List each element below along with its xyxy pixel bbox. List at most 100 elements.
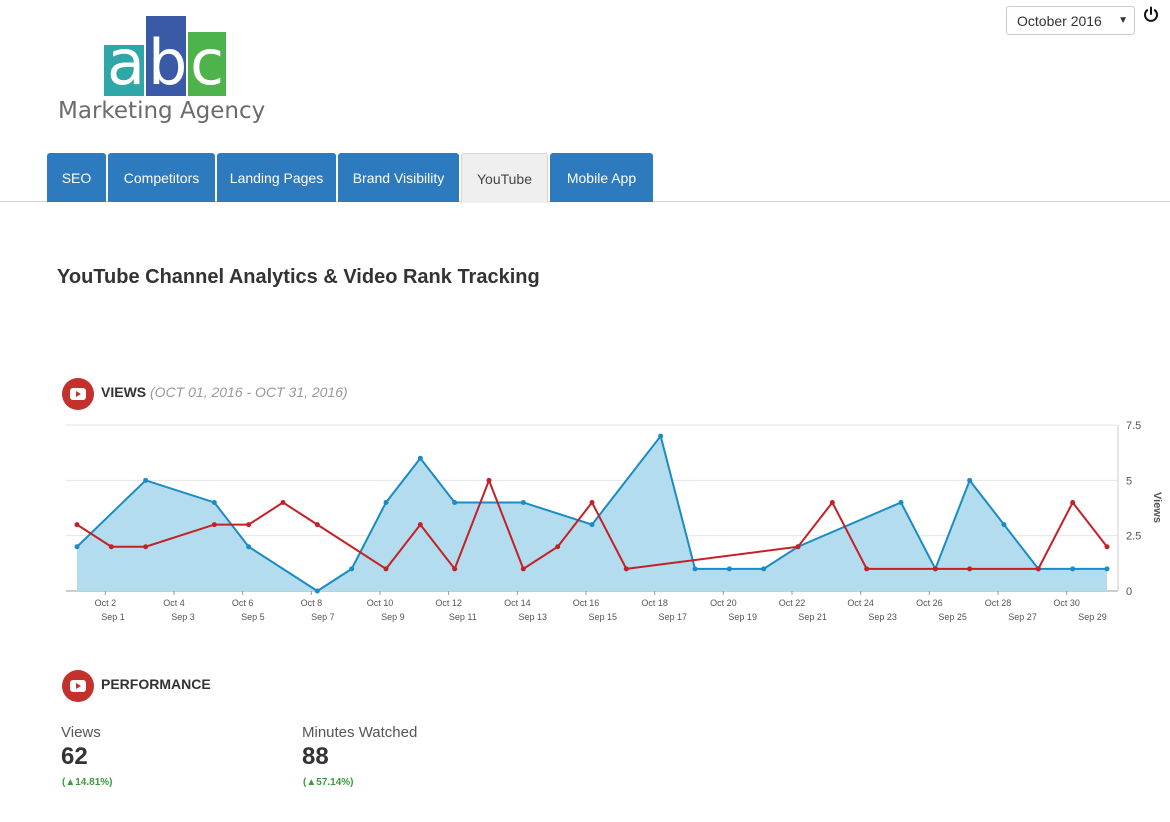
tab-competitors[interactable]: Competitors: [108, 153, 215, 202]
logo-letter-b: b: [148, 26, 188, 99]
current-series-point: [1070, 566, 1076, 572]
previous-series-point: [967, 566, 973, 572]
previous-series-point: [1070, 499, 1076, 505]
y-tick-label: 5: [1126, 475, 1132, 487]
x-tick-label-bottom: Sep 15: [589, 612, 618, 622]
previous-series-point: [795, 544, 801, 550]
previous-series-point: [1035, 566, 1041, 572]
current-series-point: [246, 544, 252, 550]
previous-series-point: [383, 566, 389, 572]
current-series-point: [74, 544, 80, 550]
current-series-area: [77, 436, 1107, 591]
current-series-point: [349, 566, 355, 572]
x-tick-label-bottom: Sep 29: [1078, 612, 1107, 622]
x-tick-label-top: Oct 22: [779, 598, 806, 608]
x-tick-label-top: Oct 16: [573, 598, 600, 608]
tab-seo[interactable]: SEO: [47, 153, 106, 202]
previous-series-point: [314, 522, 320, 528]
metric-minutes-label: Minutes Watched: [302, 724, 418, 741]
views-section-title: VIEWS (OCT 01, 2016 - OCT 31, 2016): [101, 384, 348, 400]
previous-series-point: [932, 566, 938, 572]
views-date-range: (OCT 01, 2016 - OCT 31, 2016): [150, 384, 348, 400]
views-label: VIEWS: [101, 384, 147, 400]
x-tick-label-top: Oct 8: [301, 598, 323, 608]
current-series-point: [726, 566, 732, 572]
tab-label: YouTube: [476, 170, 532, 187]
x-tick-label-bottom: Sep 21: [798, 612, 827, 622]
up-arrow-icon: ▲: [306, 777, 317, 788]
logo-block-b: [146, 16, 186, 96]
current-series-point: [452, 499, 458, 505]
x-tick-label-bottom: Sep 27: [1008, 612, 1037, 622]
x-tick-label-top: Oct 24: [847, 598, 874, 608]
previous-series-point: [623, 566, 629, 572]
previous-series-point: [246, 522, 252, 528]
current-series-point: [417, 455, 423, 461]
x-tick-label-top: Oct 2: [95, 598, 117, 608]
tab-youtube[interactable]: YouTube: [461, 153, 548, 203]
logo-letters: a b c: [104, 28, 229, 98]
power-icon[interactable]: [1142, 6, 1160, 24]
x-tick-label-top: Oct 20: [710, 598, 737, 608]
current-series-point: [967, 477, 973, 483]
x-tick-label-top: Oct 12: [435, 598, 462, 608]
tab-label: Landing Pages: [229, 169, 324, 186]
metric-minutes-change: (▲57.14%): [303, 777, 354, 788]
y-tick-label: 0: [1126, 586, 1132, 598]
previous-series-point: [74, 522, 80, 528]
logo-block-a: [104, 45, 144, 96]
metric-views-value: 62: [61, 743, 88, 770]
x-tick-label-bottom: Sep 1: [101, 612, 125, 622]
metric-minutes-value: 88: [302, 743, 329, 770]
x-tick-label-bottom: Sep 9: [381, 612, 405, 622]
current-series-point: [898, 499, 904, 505]
tab-brand-visibility[interactable]: Brand Visibility: [338, 153, 459, 202]
logo-blocks: [104, 16, 229, 96]
x-tick-label-bottom: Sep 25: [938, 612, 967, 622]
performance-section-title: PERFORMANCE: [101, 676, 211, 692]
x-tick-label-bottom: Sep 17: [658, 612, 687, 622]
metric-views-change: (▲14.81%): [62, 777, 113, 788]
previous-series-point: [452, 566, 458, 572]
tab-landing-pages[interactable]: Landing Pages: [217, 153, 336, 202]
previous-series-point: [589, 499, 595, 505]
current-series-point: [143, 477, 149, 483]
current-series-point: [314, 588, 320, 594]
previous-series-point: [520, 566, 526, 572]
current-series-point: [211, 499, 217, 505]
caret-down-icon: ▼: [1118, 15, 1128, 26]
current-series-point: [692, 566, 698, 572]
tab-label: Mobile App: [566, 169, 637, 186]
y-axis-label: Views: [1151, 492, 1163, 523]
metric-views-label: Views: [61, 724, 101, 741]
current-series-point: [1104, 566, 1110, 572]
metric-views-change-value: 14.81%: [75, 777, 110, 788]
x-tick-label-top: Oct 28: [985, 598, 1012, 608]
previous-series-point: [864, 566, 870, 572]
previous-series-point: [108, 544, 114, 550]
current-series-point: [761, 566, 767, 572]
previous-series-point: [143, 544, 149, 550]
previous-series-point: [417, 522, 423, 528]
nav-tabs: SEO Competitors Landing Pages Brand Visi…: [0, 153, 1170, 203]
logo-block-c: [188, 32, 226, 96]
youtube-icon: [62, 378, 94, 410]
previous-series-point: [280, 499, 286, 505]
month-select[interactable]: October 2016 ▼: [1006, 6, 1135, 35]
x-tick-label-bottom: Sep 23: [868, 612, 897, 622]
previous-series-point: [211, 522, 217, 528]
previous-series-point: [555, 544, 561, 550]
up-arrow-icon: ▲: [65, 777, 76, 788]
current-series-point: [589, 522, 595, 528]
previous-series-point: [829, 499, 835, 505]
previous-series-point: [1104, 544, 1110, 550]
y-tick-label: 7.5: [1126, 420, 1141, 432]
tab-mobile-app[interactable]: Mobile App: [550, 153, 653, 202]
current-series-point: [520, 499, 526, 505]
x-tick-label-top: Oct 30: [1053, 598, 1080, 608]
page-title: YouTube Channel Analytics & Video Rank T…: [57, 266, 540, 288]
x-tick-label-bottom: Sep 11: [449, 612, 477, 622]
x-tick-label-bottom: Sep 5: [241, 612, 265, 622]
current-series-point: [383, 499, 389, 505]
x-tick-label-bottom: Sep 13: [519, 612, 548, 622]
